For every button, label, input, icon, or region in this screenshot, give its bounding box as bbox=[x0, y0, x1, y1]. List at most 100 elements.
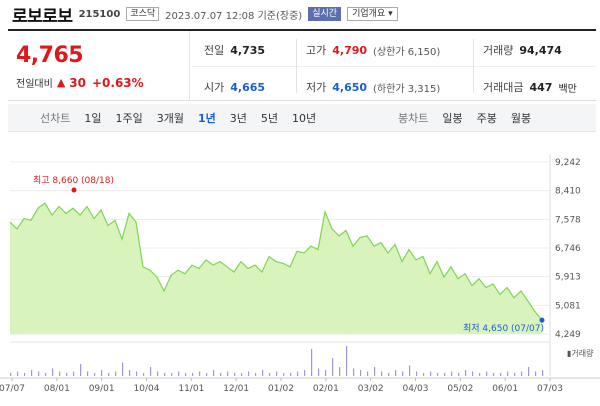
volume-bar bbox=[346, 346, 348, 376]
market-badge: 코스닥 bbox=[126, 7, 160, 21]
volume-bar bbox=[157, 371, 159, 376]
volume-bar bbox=[262, 370, 264, 376]
volume-bar bbox=[10, 373, 12, 376]
volume-bar bbox=[227, 371, 229, 376]
volume-bar bbox=[367, 371, 369, 376]
volume-bar bbox=[94, 373, 96, 376]
volume-bar bbox=[542, 370, 544, 376]
x-tick-label: 07/03 bbox=[537, 384, 563, 394]
volume-bar bbox=[507, 371, 509, 376]
x-tick-label: 09/01 bbox=[89, 384, 115, 394]
volume-bar bbox=[493, 373, 495, 376]
x-tick-label: 02/01 bbox=[313, 384, 339, 394]
x-tick-label: 12/01 bbox=[223, 384, 249, 394]
x-tick-label: 06/01 bbox=[492, 384, 518, 394]
change-amount: 30 bbox=[69, 75, 86, 90]
candle-tab-2[interactable]: 월봉 bbox=[510, 111, 532, 125]
volume-bar bbox=[122, 362, 124, 376]
volume-bar bbox=[353, 368, 355, 376]
y-tick-label: 4,249 bbox=[555, 330, 581, 340]
volume-bar bbox=[458, 373, 460, 376]
volume-bar bbox=[73, 371, 75, 376]
volume-bar bbox=[206, 373, 208, 376]
volume-bar bbox=[31, 370, 33, 376]
volume-label: ▮거래량 bbox=[567, 348, 594, 358]
price-change: 전일대비 ▲ 30 +0.63% bbox=[16, 75, 144, 91]
volume-bar bbox=[528, 367, 530, 376]
x-tick-label: 03/02 bbox=[358, 384, 384, 394]
volume-bar bbox=[150, 367, 152, 376]
volume-bar bbox=[241, 373, 243, 376]
y-tick-label: 5,913 bbox=[555, 273, 581, 283]
timestamp: 2023.07.07 12:08 기준(장중) bbox=[165, 10, 303, 22]
volume-bar bbox=[108, 373, 110, 376]
stat-volume: 거래량 94,474 bbox=[483, 43, 562, 58]
volume-bar bbox=[178, 371, 180, 376]
volume-bar bbox=[402, 371, 404, 376]
volume-bar bbox=[269, 373, 271, 376]
current-price-box: 4,765 전일대비 ▲ 30 +0.63% bbox=[8, 31, 190, 101]
volume-bar bbox=[395, 370, 397, 376]
volume-bar bbox=[381, 371, 383, 376]
y-tick-label: 5,081 bbox=[555, 301, 581, 311]
header-divider bbox=[8, 29, 596, 31]
company-overview-button[interactable]: 기업개요 ▾ bbox=[347, 7, 398, 21]
x-tick-label: 05/02 bbox=[447, 384, 473, 394]
chart-toolbar: 선차트 1일 1주일 3개월 1년 3년 5년 10년 봉차트 일봉 주봉 월봉 bbox=[8, 104, 596, 132]
volume-bar bbox=[451, 371, 453, 376]
price-chart: 9,242 8,410 7,578 6,746 5,913 5,081 4,249 최고 8,… bbox=[0, 154, 600, 394]
period-tab-6[interactable]: 10년 bbox=[292, 111, 317, 125]
volume-bar bbox=[318, 368, 320, 376]
high-marker bbox=[71, 187, 77, 193]
realtime-button[interactable]: 실시간 bbox=[308, 7, 342, 21]
period-tab-4[interactable]: 3년 bbox=[229, 111, 247, 125]
period-tab-5[interactable]: 5년 bbox=[260, 111, 279, 125]
volume-bar bbox=[465, 370, 467, 376]
chevron-down-icon: ▾ bbox=[388, 9, 393, 19]
candle-tab-1[interactable]: 주봉 bbox=[476, 111, 497, 125]
volume-bar bbox=[535, 371, 537, 376]
volume-bar bbox=[297, 371, 299, 376]
period-tab-3[interactable]: 1년 bbox=[198, 111, 216, 125]
change-percent: +0.63% bbox=[91, 75, 144, 90]
volume-bar bbox=[423, 373, 425, 376]
x-tick-label: 10/04 bbox=[134, 384, 160, 394]
volume-bar bbox=[136, 371, 138, 376]
volume-bar bbox=[409, 365, 411, 376]
volume-bar bbox=[87, 371, 89, 376]
volume-bar bbox=[486, 371, 488, 376]
price-summary: 4,765 전일대비 ▲ 30 +0.63% 전일 4,735 시가 4,665 고… bbox=[8, 31, 596, 101]
candle-chart-label: 봉차트 bbox=[398, 111, 429, 125]
volume-bar bbox=[59, 371, 61, 376]
volume-bar bbox=[17, 371, 19, 376]
candle-tab-0[interactable]: 일봉 bbox=[442, 111, 463, 125]
volume-bar bbox=[255, 373, 257, 376]
volume-bar bbox=[521, 371, 523, 376]
volume-bar bbox=[479, 373, 481, 376]
stat-low: 저가 4,650 (하한가 3,315) bbox=[306, 80, 441, 95]
low-marker bbox=[539, 317, 545, 323]
period-tab-2[interactable]: 3개월 bbox=[156, 111, 184, 125]
volume-bar bbox=[283, 373, 285, 376]
stat-trade-amount: 거래대금 447 백만 bbox=[483, 80, 577, 95]
volume-bar bbox=[311, 349, 313, 376]
stat-open: 시가 4,665 bbox=[204, 80, 266, 95]
period-tab-1[interactable]: 1주일 bbox=[115, 111, 143, 125]
volume-bar bbox=[66, 373, 68, 376]
y-tick-label: 9,242 bbox=[555, 158, 581, 168]
volume-bar bbox=[101, 370, 103, 376]
period-tab-0[interactable]: 1일 bbox=[84, 111, 102, 125]
line-chart-label: 선차트 bbox=[40, 111, 71, 125]
x-tick-label: 04/03 bbox=[403, 384, 429, 394]
stock-name: 로보로보 bbox=[12, 6, 73, 27]
volume-bar bbox=[171, 373, 173, 376]
volume-bar bbox=[199, 371, 201, 376]
volume-bar bbox=[416, 371, 418, 376]
volume-bar bbox=[325, 370, 327, 376]
y-tick-label: 6,746 bbox=[555, 244, 581, 254]
summary-col-divider bbox=[296, 39, 297, 93]
volume-bar bbox=[164, 373, 166, 376]
volume-bar bbox=[290, 373, 292, 376]
volume-bar bbox=[472, 371, 474, 376]
high-label: 최고 8,660 (08/18) bbox=[33, 175, 114, 186]
